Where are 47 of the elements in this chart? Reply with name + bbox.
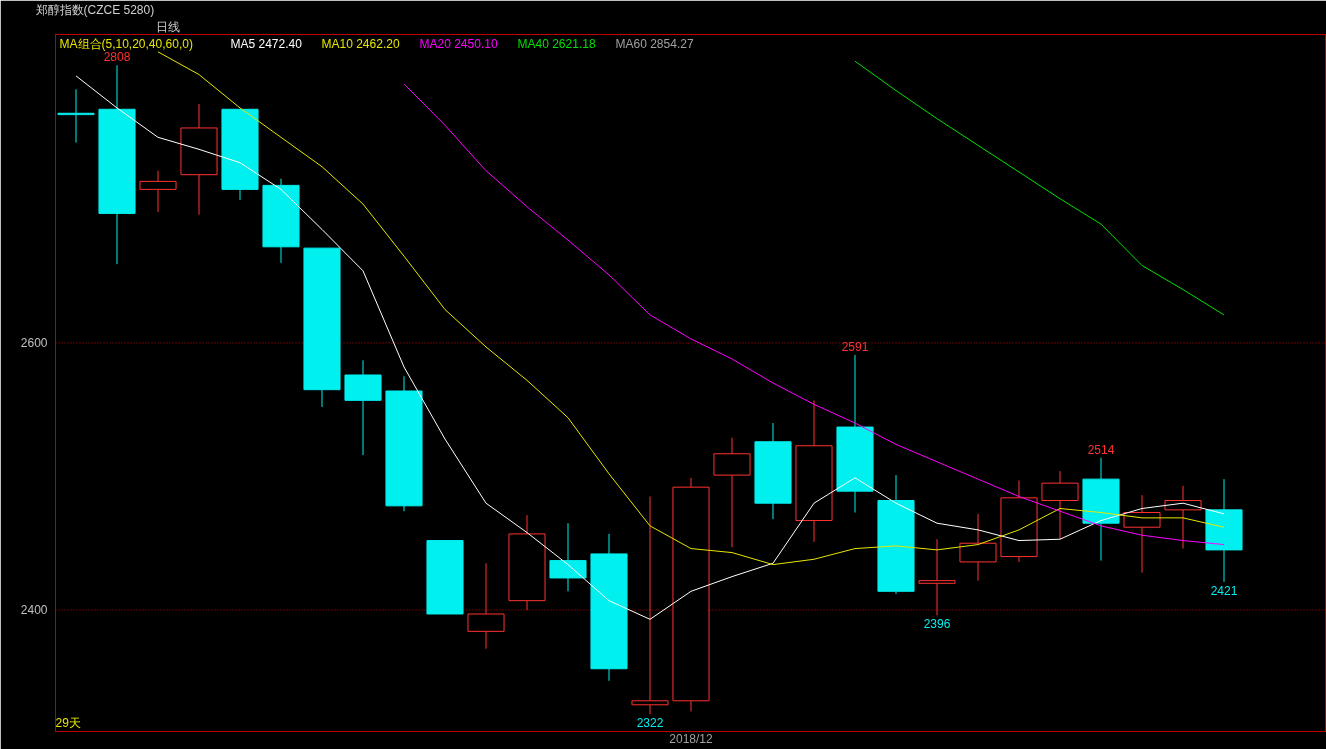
candlestick <box>344 359 382 456</box>
candlestick <box>1205 478 1243 583</box>
candlestick <box>918 538 956 616</box>
text: MA40 2621.18 <box>517 36 596 51</box>
text: MA5 2472.40 <box>230 36 303 51</box>
text: MA20 2450.10 <box>419 36 498 51</box>
line-series <box>854 60 1225 316</box>
candlestick <box>1041 470 1079 540</box>
candlestick <box>590 533 628 682</box>
text: MA10 2462.20 <box>321 36 400 51</box>
candlestick <box>467 562 505 650</box>
candlestick <box>221 108 259 201</box>
candlestick <box>98 64 136 265</box>
line-series <box>403 83 1225 546</box>
annotation: 2808 <box>103 50 131 65</box>
y-tick-label: 2400 <box>20 603 48 618</box>
annotation: 2421 <box>1210 583 1238 598</box>
candlestick <box>836 354 874 514</box>
candlestick <box>672 477 710 712</box>
candlestick <box>877 474 915 595</box>
line-series <box>157 51 1225 566</box>
chart-subtitle: 日线 <box>155 20 180 34</box>
annotation: 2514 <box>1087 442 1115 457</box>
candlestick <box>1000 479 1038 563</box>
candlestick <box>426 540 464 615</box>
candlestick <box>385 375 423 512</box>
candlestick <box>631 496 669 715</box>
candlestick <box>508 514 546 611</box>
candlestick <box>713 437 751 548</box>
annotation: 2322 <box>636 716 664 731</box>
annotation: 2591 <box>841 339 869 354</box>
candlestick <box>959 513 997 582</box>
chart-title: 郑醇指数(CZCE 5280) <box>35 3 155 17</box>
legend-label: MA60 2854.27 <box>615 36 694 51</box>
candlestick <box>139 170 177 213</box>
annotation: 29天 <box>55 715 81 730</box>
candlestick <box>262 178 300 264</box>
candlestick <box>303 247 341 408</box>
y-tick-label: 2600 <box>20 336 48 351</box>
legend-title: MA组合(5,10,20,40,60,0) <box>59 36 193 51</box>
candlestick <box>549 522 587 592</box>
x-axis-title: 2018/12 <box>669 731 714 746</box>
candlestick <box>1082 457 1120 562</box>
annotation: 2396 <box>923 617 951 632</box>
candlestick <box>795 399 833 543</box>
candlestick <box>180 103 218 216</box>
candlestick <box>754 422 792 520</box>
